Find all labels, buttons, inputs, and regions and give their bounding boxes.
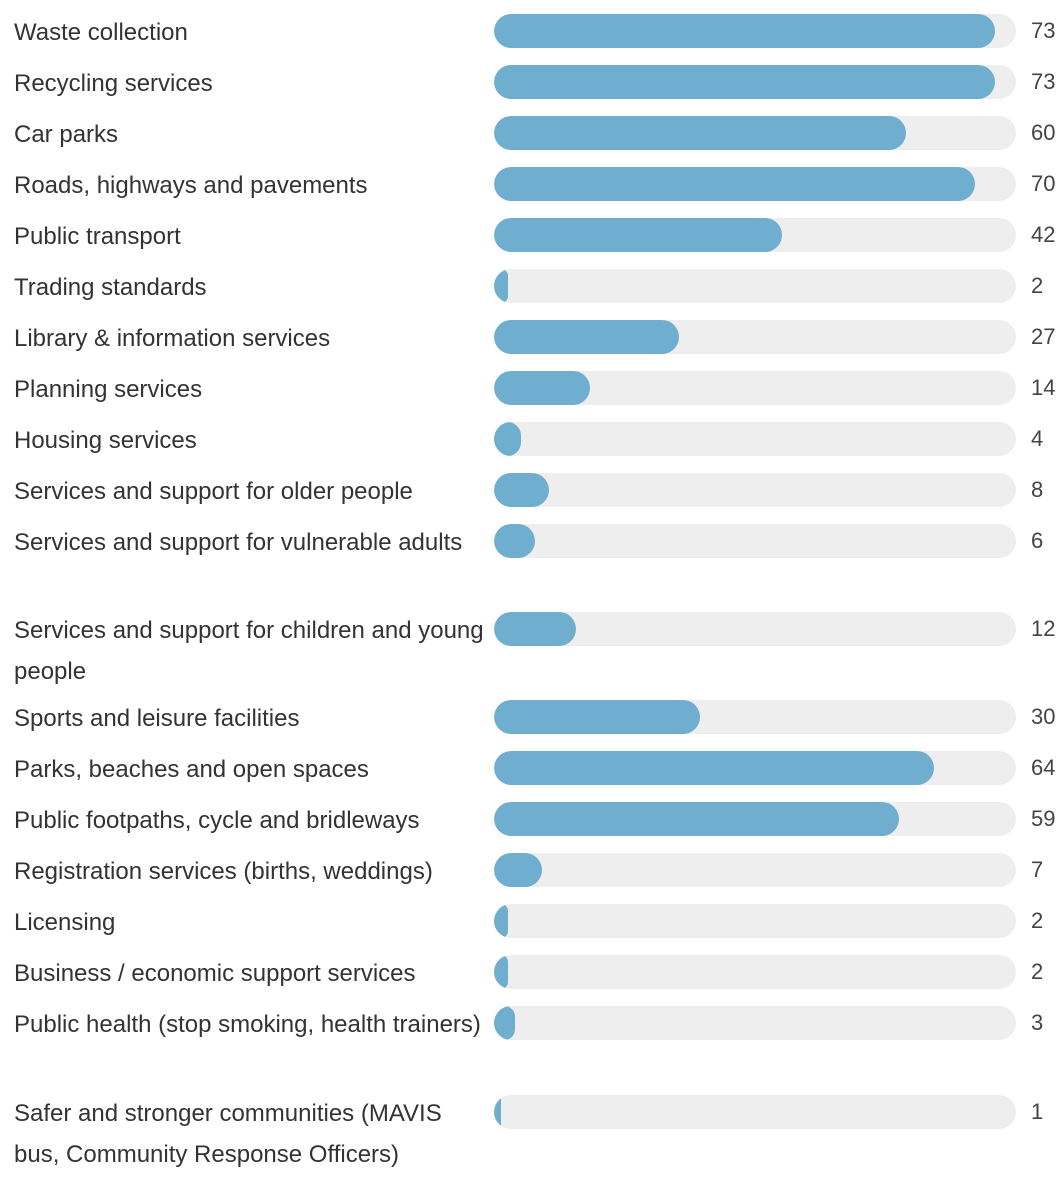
bar — [494, 422, 521, 456]
bar — [494, 167, 975, 201]
value-label: 14 — [1031, 375, 1056, 400]
bar-track — [494, 1006, 1016, 1040]
bar — [494, 473, 549, 507]
category-label: Car parks — [14, 121, 119, 148]
bar-track — [494, 269, 1016, 303]
category-label: Recycling services — [14, 70, 213, 97]
bar — [494, 524, 535, 558]
bar — [494, 65, 995, 99]
bar-track — [494, 955, 1016, 989]
value-label: 64 — [1031, 755, 1056, 780]
bar — [494, 371, 590, 405]
category-label: Public footpaths, cycle and bridleways — [14, 807, 420, 834]
value-label: 2 — [1031, 273, 1044, 298]
category-label: Licensing — [14, 909, 116, 936]
bar — [494, 1095, 501, 1129]
category-label: Public transport — [14, 223, 181, 250]
value-label: 6 — [1031, 528, 1044, 553]
category-label: Sports and leisure facilities — [14, 705, 300, 732]
value-label: 3 — [1031, 1010, 1044, 1035]
category-label: Library & information services — [14, 325, 331, 352]
bar-track — [494, 473, 1016, 507]
category-label: Safer and stronger communities (MAVIS bu… — [14, 1100, 442, 1168]
bar-track — [494, 422, 1016, 456]
bar — [494, 853, 542, 887]
category-label: Parks, beaches and open spaces — [14, 756, 369, 783]
category-label: Planning services — [14, 376, 203, 403]
value-label: 60 — [1031, 120, 1056, 145]
bar — [494, 612, 576, 646]
value-label: 12 — [1031, 616, 1056, 641]
category-label: Housing services — [14, 427, 197, 454]
bar — [494, 269, 508, 303]
bar-track — [494, 853, 1016, 887]
value-label: 8 — [1031, 477, 1044, 502]
bar-track — [494, 320, 1016, 354]
category-label: Public health (stop smoking, health trai… — [14, 1011, 481, 1038]
bar — [494, 1006, 515, 1040]
bar-track — [494, 802, 1016, 836]
value-label: 2 — [1031, 959, 1044, 984]
category-label: Business / economic support services — [14, 960, 416, 987]
bar — [494, 700, 700, 734]
bar-track — [494, 1095, 1016, 1129]
category-label: Registration services (births, weddings) — [14, 858, 433, 885]
bar-track — [494, 65, 1016, 99]
bar-track — [494, 751, 1016, 785]
value-label: 4 — [1031, 426, 1044, 451]
value-label: 30 — [1031, 704, 1056, 729]
bar-track — [494, 116, 1016, 150]
bar-track — [494, 14, 1016, 48]
bar-track — [494, 218, 1016, 252]
bar — [494, 904, 508, 938]
bar — [494, 320, 679, 354]
bar — [494, 802, 899, 836]
category-label: Trading standards — [14, 274, 207, 301]
bar-track — [494, 700, 1016, 734]
value-label: 7 — [1031, 857, 1044, 882]
category-label: Services and support for older people — [14, 478, 413, 505]
bar — [494, 14, 995, 48]
value-label: 70 — [1031, 171, 1056, 196]
category-label: Waste collection — [14, 19, 188, 46]
category-label: Services and support for vulnerable adul… — [14, 529, 463, 556]
value-label: 42 — [1031, 222, 1056, 247]
category-label: Roads, highways and pavements — [14, 172, 368, 199]
value-label: 2 — [1031, 908, 1044, 933]
value-label: 27 — [1031, 324, 1056, 349]
category-label: Services and support for children and yo… — [14, 617, 484, 685]
bar-track — [494, 904, 1016, 938]
bar-track — [494, 524, 1016, 558]
bar-track — [494, 612, 1016, 646]
bar — [494, 116, 906, 150]
bar-track — [494, 371, 1016, 405]
bar — [494, 218, 782, 252]
value-label: 1 — [1031, 1099, 1044, 1124]
value-label: 73 — [1031, 69, 1056, 94]
bar — [494, 751, 934, 785]
bar — [494, 955, 508, 989]
value-label: 73 — [1031, 18, 1056, 43]
value-label: 59 — [1031, 806, 1056, 831]
bar-track — [494, 167, 1016, 201]
